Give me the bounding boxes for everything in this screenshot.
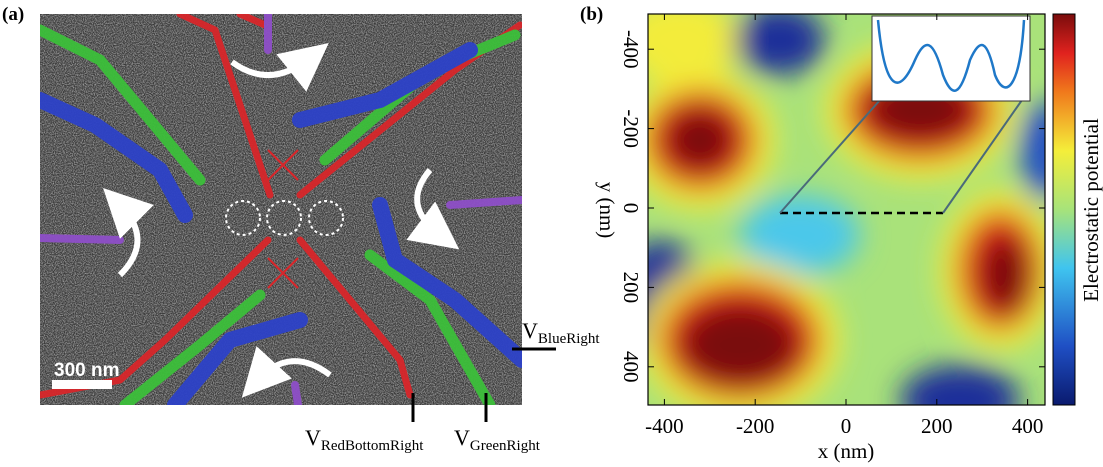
y-tick-label: 400	[619, 351, 643, 383]
voltage-label: VBlueRight	[522, 318, 600, 347]
axis-ticks: -400 -200 0 200 400 -400 -200 0 200 400	[619, 14, 1045, 438]
x-tick-label: -200	[736, 414, 775, 438]
x-tick-label: 200	[921, 414, 953, 438]
voltage-main: V	[454, 425, 470, 450]
voltage-sub: BlueRight	[538, 331, 601, 347]
y-tick-label: -400	[619, 30, 643, 68]
y-tick-label: 0	[619, 203, 643, 214]
y-tick-label: 200	[619, 272, 643, 304]
colorbar-label: Electrostatic potential	[1079, 118, 1103, 302]
voltage-main: V	[522, 318, 538, 343]
y-axis-label: y (nm)	[595, 182, 619, 239]
panel-label: (b)	[580, 4, 603, 25]
x-tick-label: -400	[645, 414, 684, 438]
y-tick-label: -200	[619, 109, 643, 148]
x-tick-label: 400	[1012, 414, 1044, 438]
colorbar	[1052, 13, 1076, 406]
sem-image	[40, 14, 522, 405]
heatmap	[648, 14, 1045, 405]
scale-bar-label: 300 nm	[54, 360, 119, 381]
x-axis-label: x (nm)	[818, 439, 875, 463]
panel-label: (a)	[2, 4, 24, 25]
voltage-main: V	[305, 425, 321, 450]
voltage-sub: RedBottomRight	[321, 438, 424, 454]
voltage-label: VGreenRight	[454, 425, 541, 454]
voltage-sub: GreenRight	[470, 438, 541, 454]
x-tick-label: 0	[841, 414, 852, 438]
voltage-label: VRedBottomRight	[305, 425, 424, 454]
